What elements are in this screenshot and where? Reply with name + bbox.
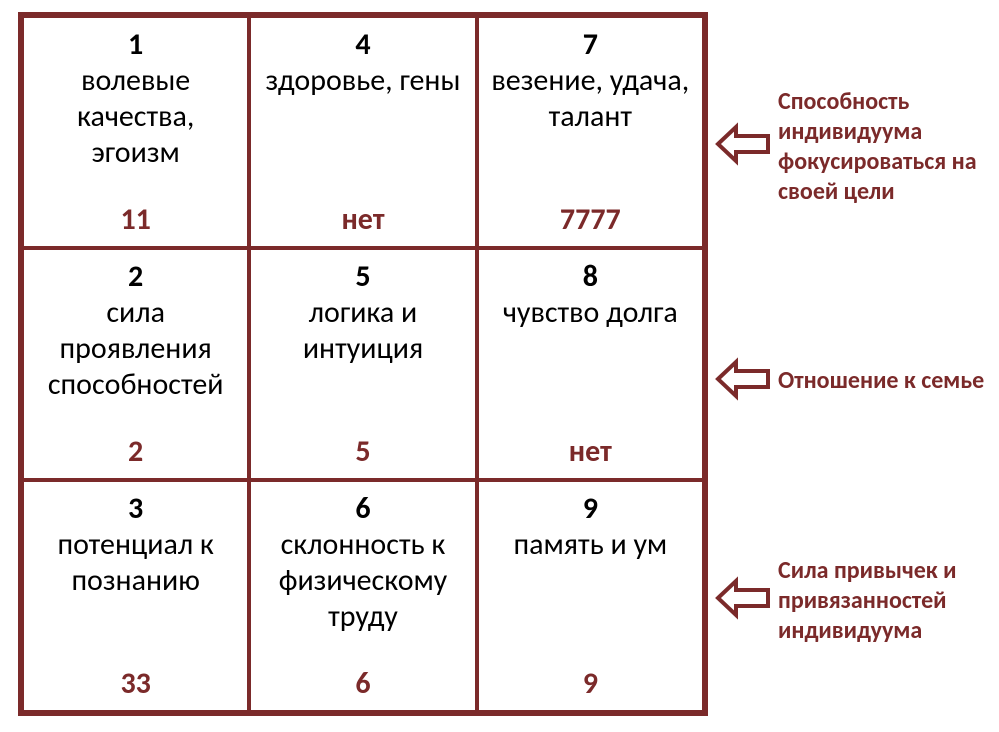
cell-label: здоровье, гены bbox=[266, 63, 461, 99]
annotation-text: Способность индивидуума фокусироваться н… bbox=[778, 87, 989, 207]
psychomatrix-grid: 1волевые качества, эгоизм 11 4здоровье, ге… bbox=[18, 12, 708, 716]
cell-number: 7 bbox=[583, 28, 598, 63]
cell-label: память и ум bbox=[513, 527, 667, 563]
grid-cell-5: 5логика и интуиция5 bbox=[249, 248, 476, 480]
grid-cell-6: 6склонность к физическому труду6 bbox=[249, 480, 476, 712]
grid-cell-8: 8чувство долга нет bbox=[477, 248, 704, 480]
cell-label: чувство долга bbox=[503, 295, 678, 331]
cell-number: 3 bbox=[128, 492, 143, 527]
annotation-row-3: Сила привычек и привязанностей индивидуу… bbox=[714, 556, 989, 646]
arrow-left-icon bbox=[714, 575, 772, 626]
grid-cell-4: 4здоровье, гены нет bbox=[249, 16, 476, 248]
annotation-text: Отношение к семье bbox=[778, 366, 984, 396]
grid-cell-7: 7везение, удача, талант 7777 bbox=[477, 16, 704, 248]
cell-value: 5 bbox=[355, 433, 370, 472]
cell-value: нет bbox=[569, 433, 612, 472]
row-annotations: Способность индивидуума фокусироваться н… bbox=[708, 12, 999, 720]
cell-number: 2 bbox=[128, 260, 143, 295]
grid-cell-9: 9память и ум9 bbox=[477, 480, 704, 712]
cell-value: 9 bbox=[583, 665, 598, 704]
arrow-left-icon bbox=[714, 121, 772, 172]
grid-cell-1: 1волевые качества, эгоизм 11 bbox=[22, 16, 249, 248]
cell-label: волевые качества, эгоизм bbox=[30, 63, 241, 171]
cell-label: потенциал к познанию bbox=[30, 527, 241, 599]
cell-value: 33 bbox=[120, 665, 150, 704]
cell-label: склонность к физическому труду bbox=[257, 527, 468, 635]
cell-number: 9 bbox=[583, 492, 598, 527]
cell-number: 1 bbox=[128, 28, 143, 63]
cell-value: 7777 bbox=[560, 201, 621, 240]
cell-label: везение, удача, талант bbox=[485, 63, 696, 135]
cell-number: 6 bbox=[355, 492, 370, 527]
cell-value: 11 bbox=[120, 201, 150, 240]
grid-cell-2: 2сила проявления способностей2 bbox=[22, 248, 249, 480]
cell-label: логика и интуиция bbox=[257, 295, 468, 367]
annotation-row-1: Способность индивидуума фокусироваться н… bbox=[714, 87, 989, 207]
annotation-text: Сила привычек и привязанностей индивидуу… bbox=[778, 556, 989, 646]
arrow-left-icon bbox=[714, 356, 772, 407]
cell-value: 6 bbox=[355, 665, 370, 704]
cell-number: 5 bbox=[355, 260, 370, 295]
cell-value: нет bbox=[341, 201, 384, 240]
annotation-row-2: Отношение к семье bbox=[714, 356, 989, 407]
cell-value: 2 bbox=[128, 433, 143, 472]
grid-cell-3: 3потенциал к познанию 33 bbox=[22, 480, 249, 712]
cell-label: сила проявления способностей bbox=[30, 295, 241, 403]
cell-number: 8 bbox=[583, 260, 598, 295]
cell-number: 4 bbox=[355, 28, 370, 63]
